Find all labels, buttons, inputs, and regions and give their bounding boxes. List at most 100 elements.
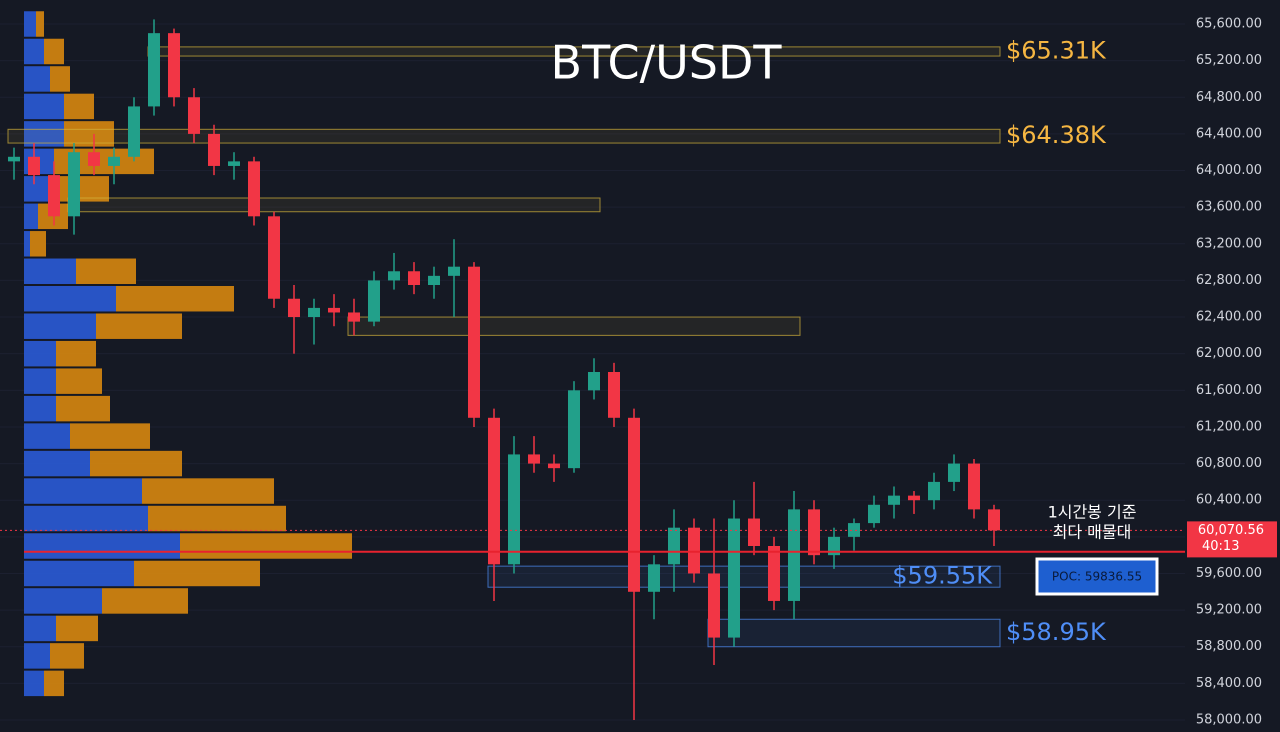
candle-body [28,156,40,176]
y-tick-label: 60,400.00 [1196,493,1262,508]
profile-sell-bar [90,450,182,477]
profile-sell-bar [148,505,286,532]
profile-sell-bar [56,368,102,394]
profile-buy-bar [24,450,90,477]
profile-buy-bar [24,670,44,697]
y-tick-label: 58,800.00 [1196,639,1262,654]
profile-buy-bar [24,368,56,394]
candle-body [408,271,420,285]
candle-body [128,106,140,157]
current-price-tag [1187,521,1277,558]
profile-buy-bar [24,533,180,559]
profile-buy-bar [24,38,44,65]
candle-body [868,504,880,524]
profile-buy-bar [24,121,64,147]
candle-body [268,216,280,299]
annotation: 최다 매물대 [1053,523,1132,542]
profile-sell-bar [50,66,70,92]
profile-sell-bar [180,533,352,559]
y-tick-label: 64,800.00 [1196,90,1262,105]
zone-label: $58.95K [1006,618,1107,646]
profile-sell-bar [76,258,136,284]
candle-body [668,527,680,565]
y-tick-label: 58,000.00 [1196,713,1262,728]
candle-body [828,536,840,556]
profile-sell-bar [56,395,110,422]
candle-body [508,454,520,565]
candle-body [448,266,460,276]
profile-sell-bar [134,560,260,587]
candle-body [88,152,100,166]
profile-sell-bar [116,286,234,312]
y-tick-label: 63,600.00 [1196,200,1262,215]
profile-sell-bar [54,176,109,202]
profile-buy-bar [24,340,56,367]
current-price-label: 60,070.56 [1198,523,1264,538]
y-tick-label: 62,400.00 [1196,310,1262,325]
y-tick-label: 65,200.00 [1196,53,1262,68]
candle-body [908,495,920,501]
profile-buy-bar [24,11,36,37]
profile-sell-bar [44,38,64,65]
candle-body [208,133,220,166]
profile-buy-bar [24,643,50,669]
y-tick-label: 61,200.00 [1196,419,1262,434]
candle-body [468,266,480,418]
candle-body [228,161,240,166]
candle-body [688,527,700,574]
y-tick-label: 63,200.00 [1196,236,1262,251]
profile-buy-bar [24,203,38,230]
candle-body [188,97,200,134]
candle-body [588,372,600,391]
zone-label: $64.38K [1006,121,1107,149]
profile-sell-bar [96,313,182,339]
y-tick-label: 59,200.00 [1196,603,1262,618]
candle-body [888,495,900,505]
profile-buy-bar [24,478,142,504]
candle-body [8,156,20,162]
profile-buy-bar [24,313,96,339]
candle-body [248,161,260,217]
candle-body [348,312,360,322]
price-zone [487,565,1001,588]
candle-body [368,280,380,322]
price-zone [67,197,601,213]
profile-sell-bar [102,588,188,614]
candle-body [388,271,400,281]
profile-buy-bar [24,588,102,614]
profile-sell-bar [56,340,96,367]
poc-box [1035,557,1159,596]
candle-body [788,509,800,601]
y-tick-label: 60,800.00 [1196,456,1262,471]
candle-body [48,175,60,217]
profile-buy-bar [24,395,56,422]
y-tick-label: 65,600.00 [1196,17,1262,32]
profile-sell-bar [30,231,46,257]
profile-sell-bar [50,643,84,669]
candle-body [988,509,1000,531]
candle-body [628,417,640,592]
profile-buy-bar [24,560,134,587]
candle-body [308,307,320,318]
candle-body [148,33,160,107]
price-zone [7,128,1001,144]
candle-body [488,417,500,565]
profile-sell-bar [64,93,94,120]
y-tick-label: 64,000.00 [1196,163,1262,178]
candle-body [648,564,660,592]
candle-body [928,481,940,501]
profile-buy-bar [24,423,70,449]
profile-sell-bar [70,423,150,449]
profile-sell-bar [64,121,114,147]
candle-body [808,509,820,556]
candle-body [168,33,180,98]
profile-sell-bar [142,478,274,504]
y-tick-label: 62,000.00 [1196,346,1262,361]
price-zone [347,316,801,336]
profile-sell-bar [56,615,98,642]
profile-buy-bar [24,505,148,532]
candle-body [768,546,780,601]
y-tick-label: 62,800.00 [1196,273,1262,288]
price-zone [707,618,1001,648]
